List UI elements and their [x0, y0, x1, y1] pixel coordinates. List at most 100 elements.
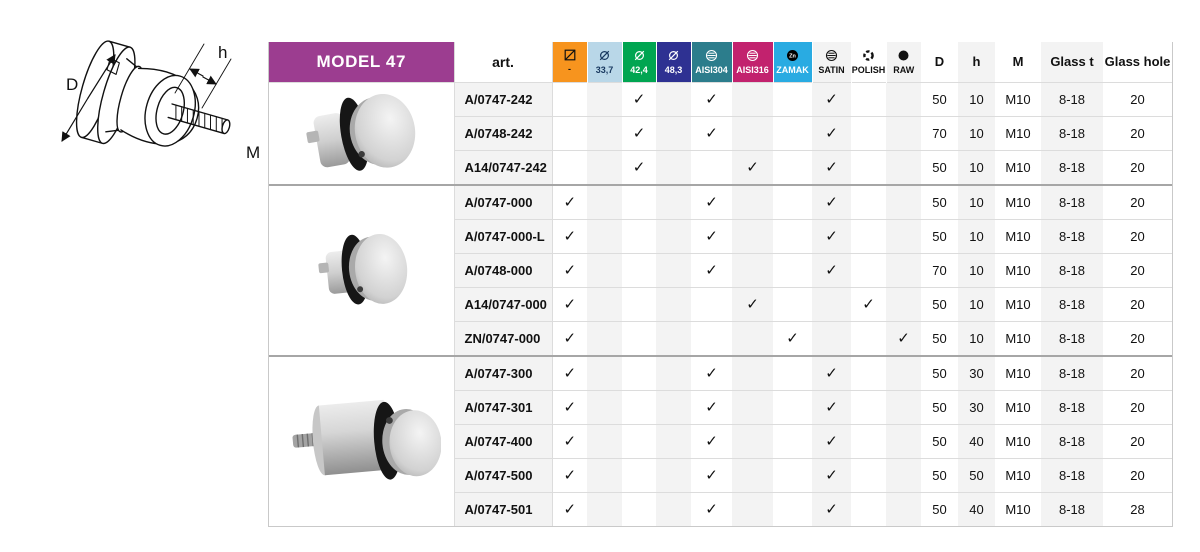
spec-cell: 10 — [958, 81, 995, 116]
spec-cell: 20 — [1103, 149, 1172, 185]
spec-cell: M10 — [995, 491, 1041, 526]
article-number: A/0747-300 — [454, 354, 553, 390]
article-number: A/0748-242 — [454, 115, 553, 150]
check-cell — [656, 81, 691, 116]
col-label: AISI304 — [695, 64, 728, 75]
check-cell — [656, 457, 691, 492]
product-photo-cell — [269, 354, 455, 526]
col-label: AISI316 — [736, 64, 769, 75]
spec-cell: 50 — [921, 389, 958, 424]
article-number: A/0748-000 — [454, 252, 553, 287]
check-cell — [587, 149, 622, 185]
spec-cell: 8-18 — [1041, 115, 1103, 150]
check-cell — [851, 115, 886, 150]
check-cell: ✓ — [886, 320, 921, 356]
check-cell — [812, 286, 851, 321]
spec-cell: 50 — [921, 354, 958, 390]
spec-cell: 50 — [958, 457, 995, 492]
check-cell — [587, 183, 622, 219]
check-cell: ✓ — [812, 423, 851, 458]
check-cell — [773, 252, 812, 287]
check-cell — [587, 423, 622, 458]
check-cell — [656, 423, 691, 458]
check-cell: ✓ — [691, 389, 732, 424]
check-cell — [886, 354, 921, 390]
spec-cell: 10 — [958, 115, 995, 150]
check-cell: ✓ — [812, 149, 851, 185]
spec-cell: M10 — [995, 81, 1041, 116]
check-cell — [886, 252, 921, 287]
check-cell — [886, 491, 921, 526]
check-cell: ✓ — [622, 115, 656, 150]
spec-cell: 8-18 — [1041, 423, 1103, 458]
check-cell: ✓ — [691, 81, 732, 116]
check-cell: ✓ — [773, 320, 812, 356]
model-47-table: MODEL 47 art. - 33,7 42,4 48,3 AISI304 A… — [269, 42, 1172, 526]
adapter-outline — [61, 40, 232, 147]
spec-cell: M10 — [995, 218, 1041, 253]
article-number: A/0747-000-L — [454, 218, 553, 253]
check-cell — [851, 389, 886, 424]
table-row: A/0747-242 ✓ ✓ ✓ 50 10 M10 8-18 20 — [269, 81, 1172, 185]
col-label: POLISH — [851, 64, 886, 75]
spec-cell: M10 — [995, 183, 1041, 219]
check-cell — [656, 252, 691, 287]
col-header-h: h — [958, 42, 995, 82]
spec-cell: 20 — [1103, 252, 1172, 287]
check-cell — [773, 149, 812, 185]
check-cell: ✓ — [691, 115, 732, 150]
check-cell — [851, 149, 886, 185]
article-number: A14/0747-000 — [454, 286, 553, 321]
check-cell — [656, 183, 691, 219]
check-cell — [732, 457, 773, 492]
check-cell — [773, 423, 812, 458]
raw-finish-icon — [897, 49, 910, 64]
check-cell — [773, 354, 812, 390]
spec-cell: 50 — [921, 183, 958, 219]
table-row: A/0747-500 ✓ ✓ ✓ 50 50 M10 8-18 20 — [269, 457, 1172, 492]
check-cell: ✓ — [552, 389, 587, 424]
product-photo-standoff-short — [306, 93, 416, 171]
check-cell: ✓ — [851, 286, 886, 321]
col-label: RAW — [893, 64, 915, 75]
check-cell — [587, 320, 622, 356]
check-cell — [773, 457, 812, 492]
table-row: A/0747-301 ✓ ✓ ✓ 50 30 M10 8-18 20 — [269, 389, 1172, 424]
check-cell: ✓ — [552, 354, 587, 390]
spec-cell: 8-18 — [1041, 218, 1103, 253]
check-cell: ✓ — [812, 354, 851, 390]
check-cell — [622, 389, 656, 424]
col-header-satin: SATIN — [811, 42, 851, 82]
check-cell — [851, 457, 886, 492]
table-row: A/0747-400 ✓ ✓ ✓ 50 40 M10 8-18 20 — [269, 423, 1172, 458]
article-number: A/0747-242 — [454, 81, 553, 116]
check-cell — [656, 286, 691, 321]
check-cell — [552, 149, 587, 185]
check-cell — [656, 354, 691, 390]
check-cell — [732, 115, 773, 150]
spec-cell: 10 — [958, 252, 995, 287]
spec-cell: 8-18 — [1041, 286, 1103, 321]
spec-cell: M10 — [995, 115, 1041, 150]
check-cell — [587, 389, 622, 424]
check-cell — [622, 457, 656, 492]
spec-cell: 50 — [921, 149, 958, 185]
check-cell — [851, 81, 886, 116]
check-cell — [886, 218, 921, 253]
col-label: - — [568, 64, 571, 75]
table-row: ZN/0747-000 ✓ ✓ ✓ 50 10 M10 8-18 20 — [269, 320, 1172, 356]
check-cell — [886, 81, 921, 116]
check-cell — [587, 457, 622, 492]
spec-cell: M10 — [995, 252, 1041, 287]
check-cell — [851, 252, 886, 287]
col-header-diam-483: 48,3 — [655, 42, 691, 82]
check-cell — [851, 218, 886, 253]
check-cell — [886, 286, 921, 321]
spec-cell: 70 — [921, 252, 958, 287]
check-cell — [622, 183, 656, 219]
check-cell: ✓ — [552, 286, 587, 321]
check-cell — [773, 491, 812, 526]
spec-cell: 8-18 — [1041, 320, 1103, 356]
check-cell: ✓ — [812, 183, 851, 219]
check-cell — [691, 149, 732, 185]
